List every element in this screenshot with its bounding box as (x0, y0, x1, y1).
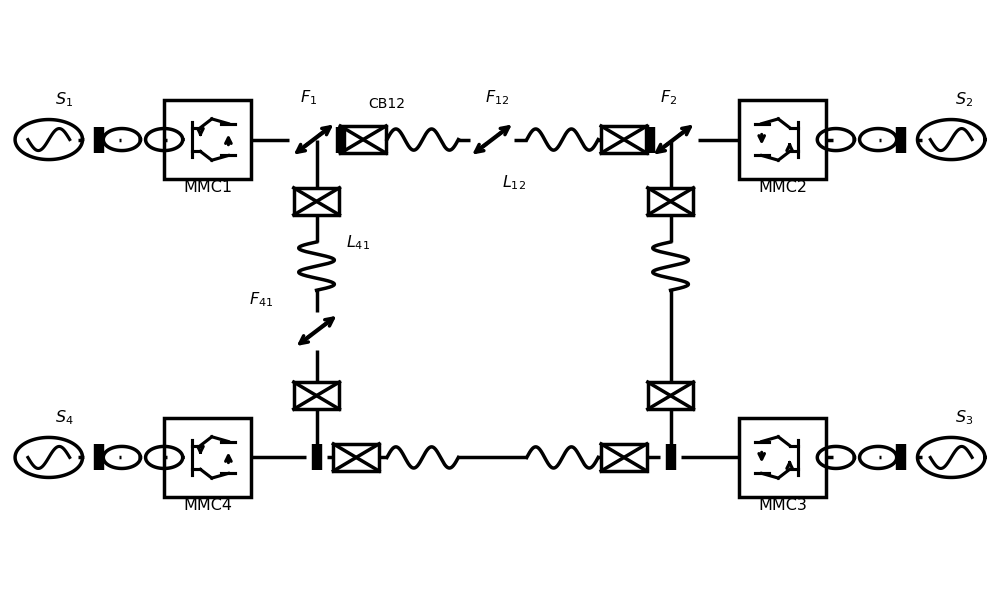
Bar (648, 188, 693, 215)
Text: $F_2$: $F_2$ (660, 88, 677, 107)
Text: MMC1: MMC1 (183, 180, 232, 195)
Bar (340, 126, 386, 153)
Bar (164, 418, 251, 497)
Bar (739, 418, 826, 497)
Text: $S_3$: $S_3$ (955, 408, 973, 427)
Text: $F_{12}$: $F_{12}$ (485, 88, 509, 107)
Bar (648, 382, 693, 409)
Bar (164, 100, 251, 179)
Bar (739, 100, 826, 179)
Text: $L_{41}$: $L_{41}$ (346, 233, 370, 252)
Bar (601, 444, 647, 471)
Text: MMC2: MMC2 (758, 180, 807, 195)
Bar (601, 126, 647, 153)
Bar (294, 382, 339, 409)
Text: $L_{12}$: $L_{12}$ (502, 174, 526, 192)
Text: $F_{41}$: $F_{41}$ (249, 290, 273, 309)
Text: $S_2$: $S_2$ (955, 90, 973, 109)
Text: $F_1$: $F_1$ (300, 88, 317, 107)
Text: MMC3: MMC3 (758, 498, 807, 513)
Bar (333, 444, 379, 471)
Text: CB12: CB12 (368, 97, 405, 111)
Text: $S_4$: $S_4$ (55, 408, 73, 427)
Text: $S_1$: $S_1$ (55, 90, 73, 109)
Text: MMC4: MMC4 (183, 498, 232, 513)
Bar (294, 188, 339, 215)
